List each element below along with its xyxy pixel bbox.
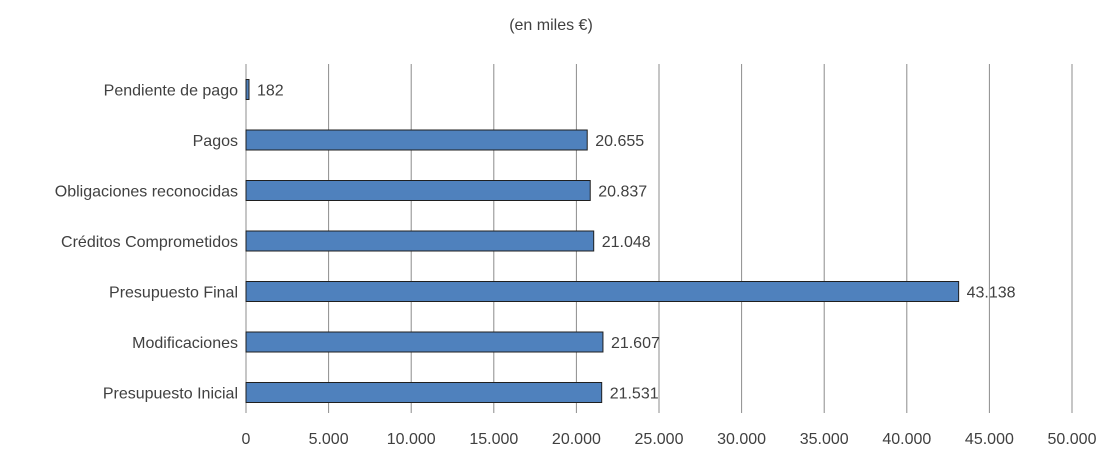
x-tick-label: 0 xyxy=(242,431,251,448)
data-label: 20.655 xyxy=(595,133,644,150)
x-tick-label: 45.000 xyxy=(965,431,1014,448)
bar xyxy=(245,281,960,302)
chart-subtitle: (en miles €) xyxy=(509,17,593,34)
category-label: Pendiente de pago xyxy=(104,83,238,100)
category-label: Presupuesto Final xyxy=(109,285,238,302)
x-tick-label: 10.000 xyxy=(387,431,436,448)
category-label: Presupuesto Inicial xyxy=(103,386,238,403)
data-label: 20.837 xyxy=(598,184,647,201)
category-label: Créditos Comprometidos xyxy=(61,234,238,251)
data-label: 21.048 xyxy=(602,234,651,251)
category-label: Pagos xyxy=(193,133,238,150)
bar xyxy=(245,180,591,201)
bar xyxy=(245,79,250,100)
bar xyxy=(245,129,588,151)
category-label: Modificaciones xyxy=(132,335,238,352)
data-label: 43.138 xyxy=(967,285,1016,302)
category-labels: Pendiente de pago Pagos Obligaciones recon… xyxy=(55,83,238,403)
x-tick-label: 15.000 xyxy=(469,431,518,448)
data-label: 21.531 xyxy=(610,386,659,403)
x-tick-labels: 0 5.000 10.000 15.000 20.000 25.000 30.000 35.0… xyxy=(242,431,1097,448)
bar xyxy=(245,331,604,353)
x-tick-label: 40.000 xyxy=(882,431,931,448)
data-label: 182 xyxy=(257,83,284,100)
bar xyxy=(245,382,603,403)
data-labels: 182 20.655 20.837 21.048 43.138 21.607 21.531 xyxy=(257,83,1016,403)
bars xyxy=(245,79,960,403)
x-tick-label: 5.000 xyxy=(309,431,349,448)
x-tick-label: 20.000 xyxy=(552,431,601,448)
x-tick-label: 50.000 xyxy=(1048,431,1097,448)
x-tick-label: 35.000 xyxy=(800,431,849,448)
category-label: Obligaciones reconocidas xyxy=(55,184,238,201)
x-tick-label: 30.000 xyxy=(717,431,766,448)
x-tick-label: 25.000 xyxy=(635,431,684,448)
bar xyxy=(245,230,595,252)
data-label: 21.607 xyxy=(611,335,660,352)
